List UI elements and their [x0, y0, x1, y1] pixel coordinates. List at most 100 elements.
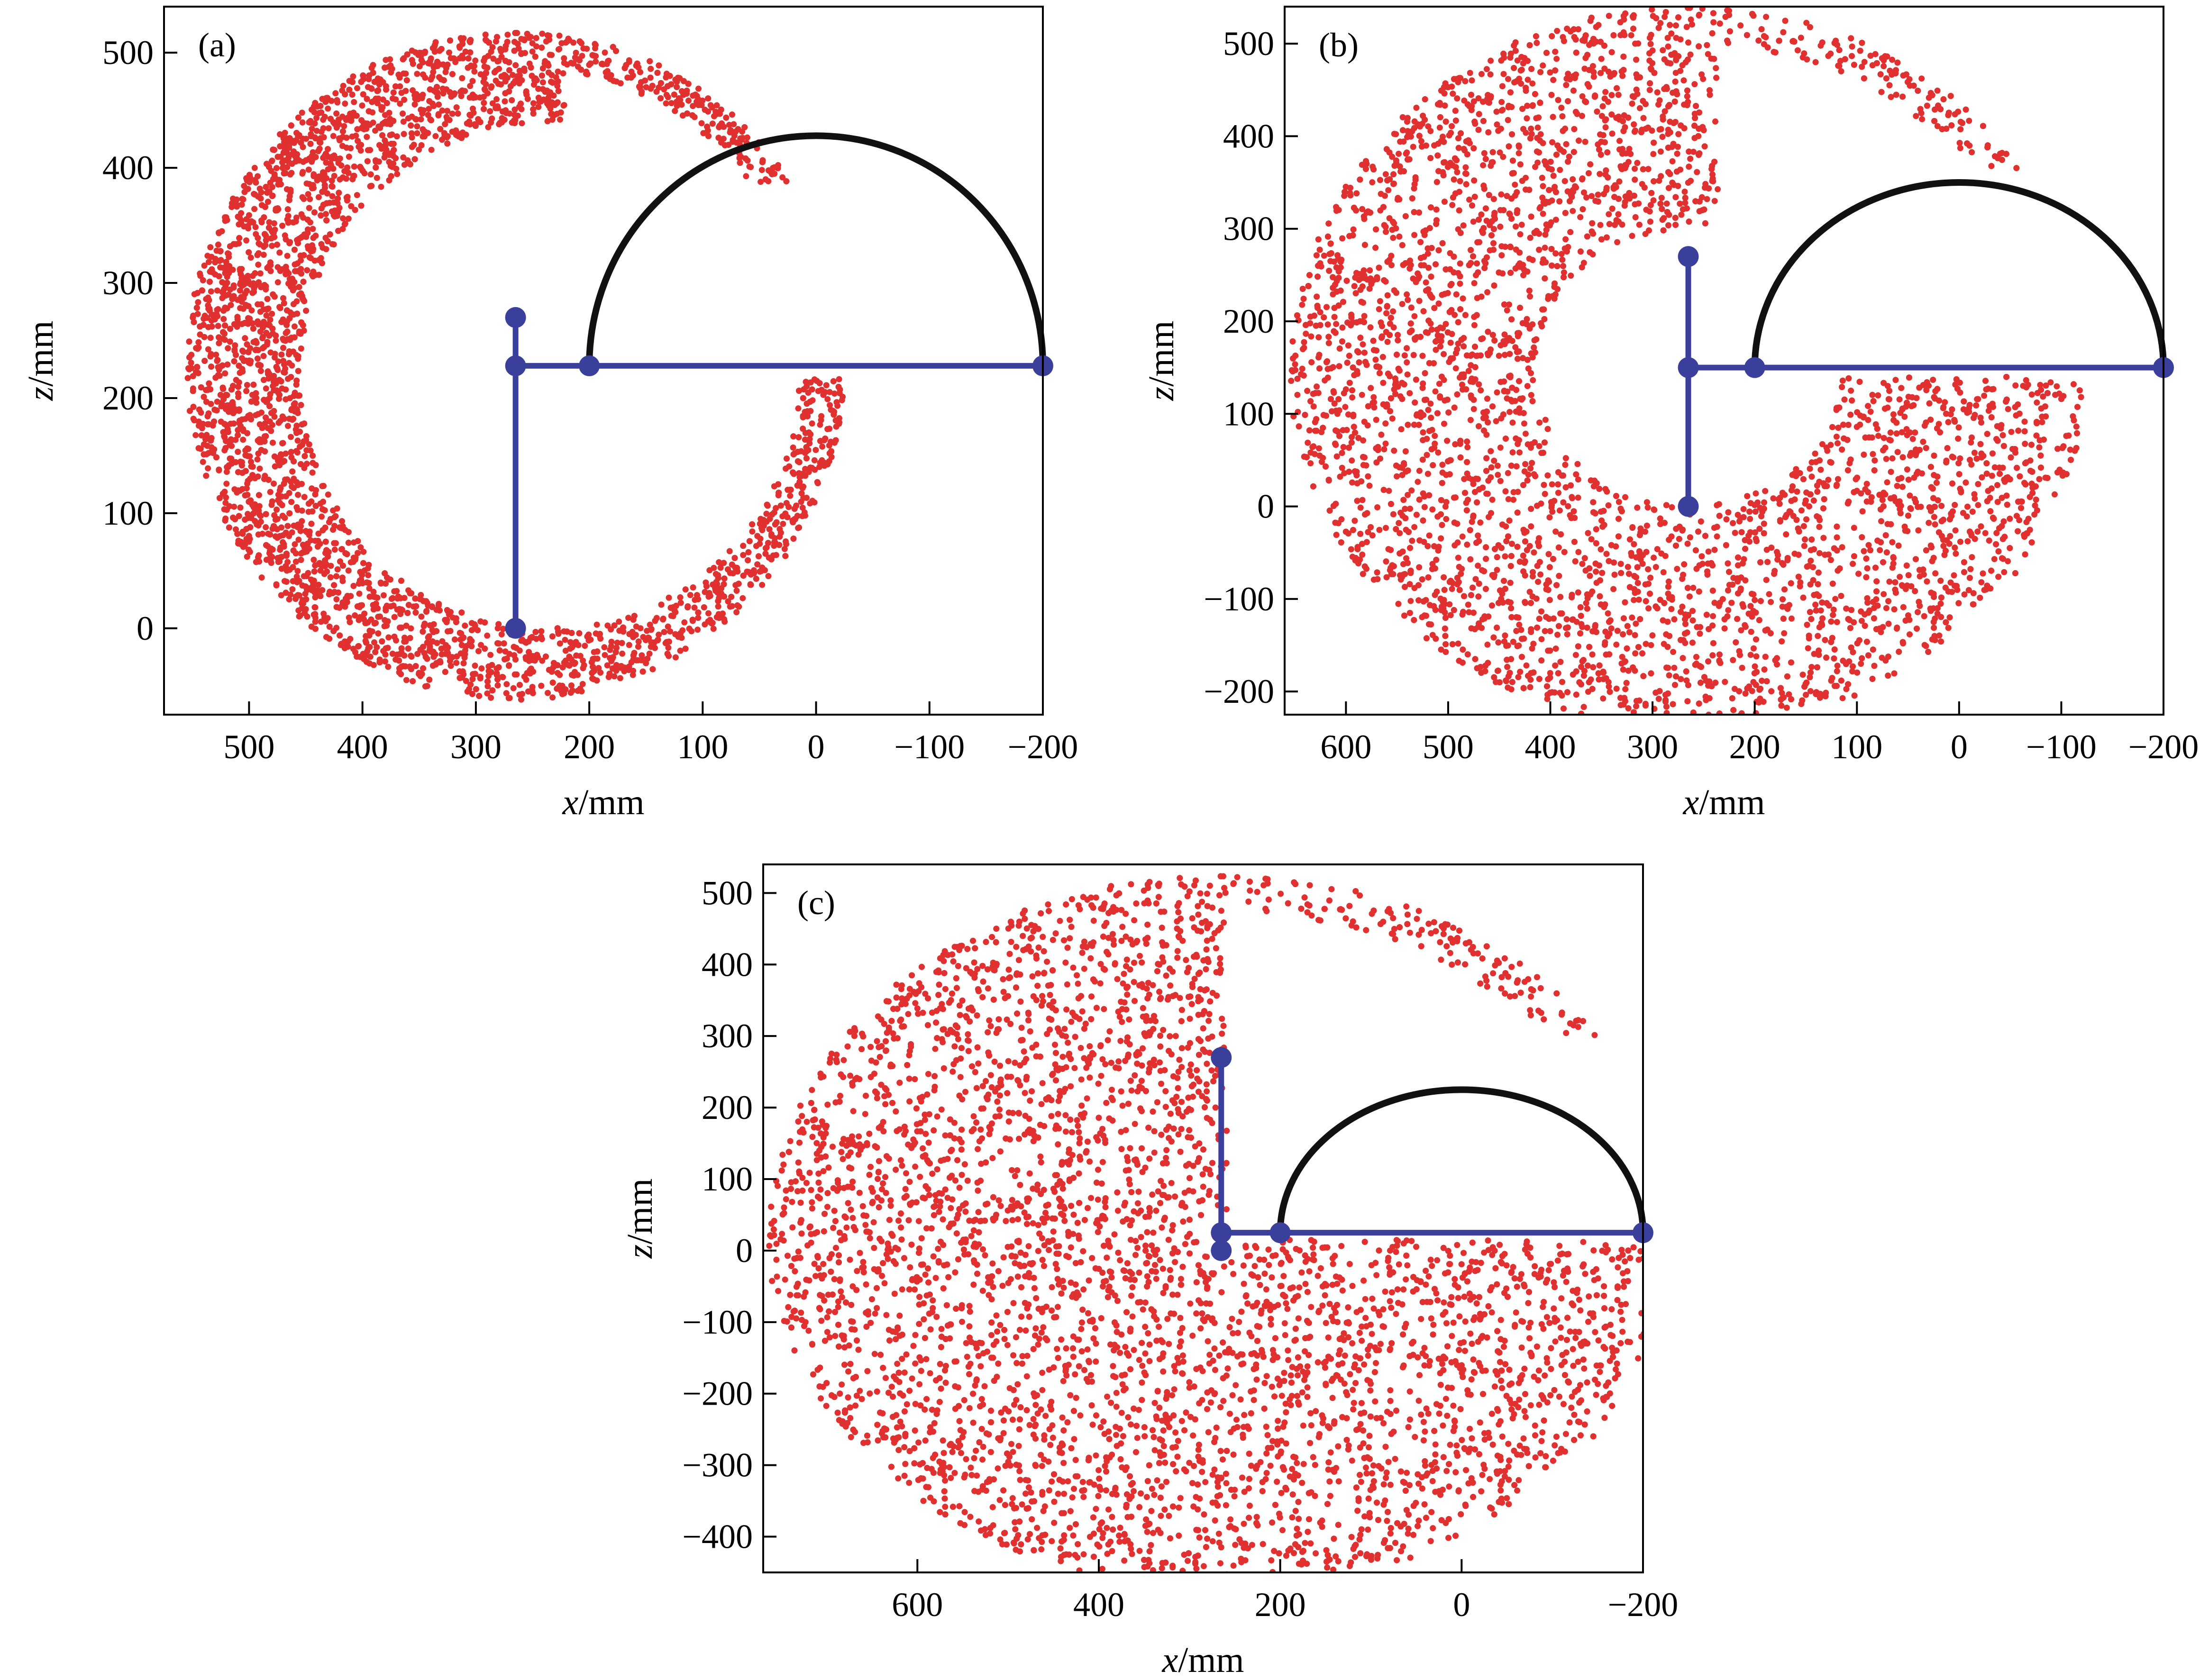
workspace-point — [480, 79, 487, 85]
workspace-point — [431, 48, 438, 55]
workspace-point — [380, 79, 386, 85]
workspace-point — [469, 676, 476, 682]
workspace-point — [400, 118, 407, 125]
workspace-point — [283, 450, 289, 457]
workspace-point — [277, 533, 283, 539]
workspace-point — [723, 114, 730, 121]
workspace-point — [434, 93, 441, 100]
workspace-point — [626, 57, 632, 64]
workspace-point — [765, 573, 772, 580]
workspace-point — [493, 96, 500, 102]
workspace-point — [754, 561, 761, 568]
workspace-point — [260, 334, 266, 340]
workspace-point — [273, 206, 279, 212]
workspace-point — [511, 106, 518, 113]
workspace-point — [584, 633, 591, 640]
workspace-point — [354, 192, 360, 199]
workspace-point — [542, 653, 549, 660]
workspace-point — [602, 49, 608, 56]
workspace-point — [439, 136, 445, 143]
workspace-point — [519, 120, 525, 127]
workspace-point — [749, 521, 756, 527]
workspace-point — [660, 616, 666, 623]
workspace-point — [350, 73, 356, 80]
workspace-point — [339, 563, 346, 569]
workspace-point — [453, 104, 460, 111]
workspace-point — [321, 182, 328, 188]
workspace-point — [395, 72, 402, 78]
workspace-point — [216, 273, 222, 280]
workspace-point — [591, 52, 597, 59]
workspace-point — [331, 207, 338, 214]
workspace-point — [247, 254, 254, 261]
workspace-point — [783, 178, 790, 184]
workspace-point — [729, 111, 735, 118]
workspace-point — [323, 246, 329, 253]
workspace-point — [266, 403, 273, 409]
workspace-point — [811, 499, 818, 506]
workspace-point — [277, 545, 284, 551]
workspace-point — [795, 405, 802, 412]
workspace-point — [318, 618, 324, 625]
workspace-point — [389, 95, 396, 102]
workspace-point — [559, 691, 566, 697]
workspace-point — [493, 665, 500, 672]
workspace-point — [352, 612, 358, 619]
workspace-point — [288, 374, 294, 380]
workspace-point — [190, 404, 197, 410]
workspace-point — [582, 643, 588, 649]
workspace-point — [648, 639, 655, 645]
workspace-point — [619, 640, 625, 646]
workspace-point — [273, 581, 280, 588]
workspace-point — [186, 338, 192, 345]
workspace-point — [291, 148, 297, 155]
workspace-point — [466, 118, 473, 125]
workspace-point — [762, 176, 769, 182]
workspace-point — [236, 235, 243, 241]
workspace-point — [255, 347, 262, 354]
workspace-point — [239, 366, 246, 372]
workspace-point — [269, 439, 276, 446]
workspace-point — [648, 644, 654, 650]
workspace-point — [264, 161, 270, 167]
workspace-point — [336, 205, 343, 211]
workspace-point — [393, 133, 400, 140]
workspace-point — [447, 663, 454, 669]
workspace-point — [267, 391, 274, 398]
workspace-point — [482, 619, 488, 626]
workspace-point — [779, 174, 786, 181]
workspace-point — [444, 134, 450, 141]
workspace-point — [462, 48, 469, 55]
workspace-point — [427, 60, 433, 67]
workspace-point — [280, 345, 286, 351]
workspace-point — [684, 110, 691, 117]
workspace-point — [372, 649, 379, 655]
workspace-point — [384, 120, 390, 127]
workspace-point — [463, 131, 469, 138]
workspace-point — [215, 241, 221, 248]
workspace-point — [230, 420, 237, 427]
workspace-point — [561, 55, 567, 62]
workspace-point — [316, 145, 323, 152]
workspace-point — [345, 567, 352, 574]
workspace-point — [631, 613, 638, 619]
workspace-point — [677, 594, 684, 600]
workspace-point — [491, 69, 498, 75]
workspace-point — [324, 190, 330, 197]
workspace-point — [249, 320, 256, 327]
workspace-point — [227, 442, 233, 448]
workspace-point — [440, 77, 447, 83]
workspace-point — [584, 71, 591, 78]
workspace-point — [286, 240, 293, 246]
workspace-point — [286, 351, 292, 357]
workspace-point — [309, 469, 316, 476]
workspace-point — [608, 626, 614, 633]
workspace-point — [765, 540, 771, 546]
workspace-point — [292, 558, 299, 565]
workspace-point — [367, 147, 374, 154]
workspace-point — [299, 518, 305, 525]
workspace-point — [653, 615, 660, 621]
workspace-point — [281, 132, 287, 138]
workspace-point — [224, 392, 230, 399]
workspace-point — [227, 455, 233, 462]
